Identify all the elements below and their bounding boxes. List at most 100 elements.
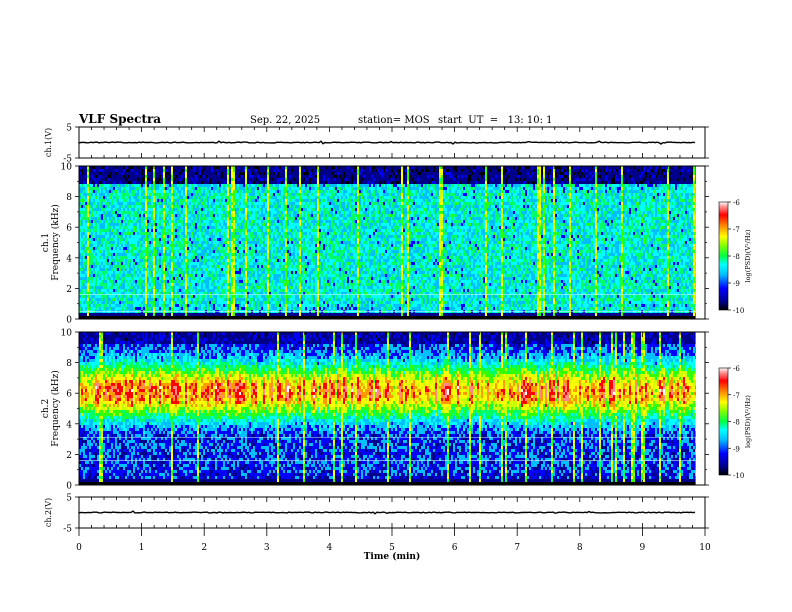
ch1-spectrogram-cell bbox=[215, 247, 217, 250]
ch1-spectrogram-cell bbox=[255, 190, 257, 193]
ch1-spectrogram-cell bbox=[131, 181, 133, 184]
ch1-spectrogram-cell bbox=[201, 244, 203, 247]
ch1-spectrogram-cell bbox=[217, 259, 219, 262]
ch1-spectrogram-cell bbox=[253, 283, 255, 286]
ch1-spectrogram-cell bbox=[135, 241, 137, 244]
ch1-spectrogram-cell bbox=[271, 190, 273, 193]
ch1-spectrogram-cell bbox=[93, 178, 95, 181]
ch1-spectrogram-cell bbox=[247, 223, 249, 226]
ch1-spectrogram-cell bbox=[91, 241, 93, 244]
ch1-spectrogram-cell bbox=[129, 220, 131, 223]
ch1-spectrogram-cell bbox=[201, 205, 203, 208]
ch1-spectrogram-cell bbox=[93, 226, 95, 229]
ch1-spectrogram-cell bbox=[197, 292, 199, 295]
ch1-spectrogram-cell bbox=[233, 217, 235, 220]
ch1-spectrogram-cell bbox=[141, 250, 143, 253]
ch1-spectrogram-cell bbox=[233, 241, 235, 244]
ch1-spectrogram-cell bbox=[79, 292, 81, 295]
ch1-spectrogram-cell bbox=[123, 268, 125, 271]
ch1-spectrogram-cell bbox=[269, 301, 271, 304]
ch1-spectrogram-cell bbox=[249, 298, 251, 301]
ch1-spectrogram-cell bbox=[209, 178, 211, 181]
ch1-spectrogram-cell bbox=[229, 268, 231, 271]
ch1-spectrogram-cell bbox=[87, 205, 89, 208]
ch1-spectrogram-cell bbox=[223, 178, 225, 181]
ch1-spectrogram-cell bbox=[119, 301, 121, 304]
ch1-spectrogram-cell bbox=[177, 301, 179, 304]
ch1-spectrogram-cell bbox=[163, 217, 165, 220]
ch1-spectrogram-cell bbox=[215, 220, 217, 223]
ch1-spectrogram-cell bbox=[157, 223, 159, 226]
ch1-spectrogram-cell bbox=[157, 181, 159, 184]
ch1-spectrogram-cell bbox=[223, 190, 225, 193]
ch1-spectrogram-cell bbox=[153, 265, 155, 268]
ch1-spectrogram-cell bbox=[119, 304, 121, 307]
ch1-spectrogram-cell bbox=[125, 172, 127, 175]
ch1-spectrogram-cell bbox=[199, 250, 201, 253]
ch1-spectrogram-cell bbox=[177, 241, 179, 244]
ch1-spectrogram-cell bbox=[231, 181, 233, 184]
ch1-spectrogram-cell bbox=[231, 298, 233, 301]
ch1-spectrogram-cell bbox=[207, 235, 209, 238]
ch1-spectrogram-cell bbox=[139, 265, 141, 268]
ch1-spectrogram-cell bbox=[161, 187, 163, 190]
ch1-spectrogram-cell bbox=[191, 226, 193, 229]
ch1-spectrogram-cell bbox=[135, 205, 137, 208]
ch1-spectrogram-cell bbox=[221, 199, 223, 202]
ch1-spectrogram-cell bbox=[149, 256, 151, 259]
ch1-spectrogram-cell bbox=[113, 166, 115, 169]
ch1-spectrogram-cell bbox=[259, 175, 261, 178]
ch1-spectrogram-cell bbox=[227, 301, 229, 304]
ch1-spectrogram-cell bbox=[115, 307, 117, 310]
ch1-spectrogram-cell bbox=[217, 217, 219, 220]
ch1-spectrogram-cell bbox=[129, 235, 131, 238]
ch1-spectrogram-cell bbox=[187, 205, 189, 208]
ch1-spectrogram-cell bbox=[163, 175, 165, 178]
ch1-spectrogram-cell bbox=[103, 229, 105, 232]
ch1-spectrogram-cell bbox=[243, 307, 245, 310]
ch1-spectrogram-cell bbox=[155, 166, 157, 169]
ch1-spectrogram-cell bbox=[97, 253, 99, 256]
ch1-spectrogram-cell bbox=[105, 268, 107, 271]
ch1-spectrogram-cell bbox=[237, 169, 239, 172]
ch1-spectrogram-cell bbox=[121, 193, 123, 196]
ch1-spectrogram-cell bbox=[137, 190, 139, 193]
ch1-spectrogram-cell bbox=[125, 214, 127, 217]
ch1-spectrogram-cell bbox=[217, 205, 219, 208]
ch1-spectrogram-cell bbox=[263, 268, 265, 271]
ch1-spectrogram-cell bbox=[171, 169, 173, 172]
ch1-spectrogram-cell bbox=[269, 226, 271, 229]
ch1-spectrogram-cell bbox=[155, 271, 157, 274]
ch1-spectrogram-cell bbox=[143, 175, 145, 178]
ch1-spectrogram-cell bbox=[135, 301, 137, 304]
ch1-spectrogram-cell bbox=[235, 286, 237, 289]
ch1-spectrogram-cell bbox=[243, 223, 245, 226]
ch1-spectrogram-cell bbox=[127, 187, 129, 190]
ch1-spectrogram-cell bbox=[129, 211, 131, 214]
ch1-spectrogram-cell bbox=[273, 292, 275, 295]
ch1-spectrogram-cell bbox=[91, 211, 93, 214]
ch1-spectrogram-cell bbox=[253, 169, 255, 172]
ch1-spectrogram-cell bbox=[79, 181, 81, 184]
ch1-spectrogram-cell bbox=[135, 190, 137, 193]
ch1-spectrogram-cell bbox=[269, 241, 271, 244]
ch1-spectrogram-cell bbox=[259, 307, 261, 310]
ch1-spectrogram-cell bbox=[149, 271, 151, 274]
ch1-spectrogram-cell bbox=[263, 304, 265, 307]
ch1-spectrogram-cell bbox=[165, 217, 167, 220]
ch1-spectrogram-cell bbox=[105, 271, 107, 274]
ch1-spectrogram-cell bbox=[201, 262, 203, 265]
ch1-spectrogram-cell bbox=[105, 229, 107, 232]
ch1-spectrogram-cell bbox=[213, 262, 215, 265]
ch1-spectrogram-cell bbox=[177, 190, 179, 193]
ch1-spectrogram-cell bbox=[133, 202, 135, 205]
ch1-spectrogram-cell bbox=[245, 280, 247, 283]
ch1-spectrogram-cell bbox=[111, 205, 113, 208]
ch1-spectrogram-cell bbox=[253, 271, 255, 274]
ch1-spectrogram-cell bbox=[223, 199, 225, 202]
ch1-spectrogram-cell bbox=[137, 184, 139, 187]
ch1-spectrogram-cell bbox=[265, 262, 267, 265]
ch1-spectrogram-cell bbox=[81, 169, 83, 172]
ch1-spectrogram-cell bbox=[129, 265, 131, 268]
ch1-spectrogram-cell bbox=[219, 253, 221, 256]
